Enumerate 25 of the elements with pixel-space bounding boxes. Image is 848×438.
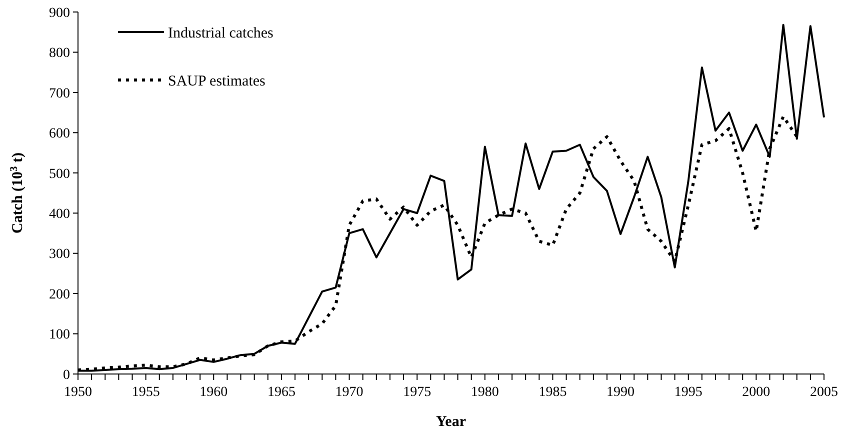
y-tick-label: 0 [63, 368, 70, 383]
x-tick-label: 1955 [132, 385, 160, 400]
legend-label: SAUP estimates [168, 73, 266, 90]
y-tick-label: 900 [49, 6, 70, 21]
y-tick-label: 600 [49, 126, 70, 142]
x-tick-label: 1980 [470, 385, 499, 400]
x-tick-label: 1950 [64, 385, 92, 400]
x-tick-label: 1960 [200, 385, 228, 400]
x-tick-label: 1965 [267, 385, 296, 400]
x-tick-label: 1970 [335, 385, 364, 400]
y-tick-label: 700 [49, 86, 70, 102]
x-tick-label: 1990 [606, 385, 635, 400]
y-tick-label: 800 [49, 46, 70, 62]
y-tick-label: 400 [49, 207, 70, 222]
x-tick-label: 1985 [538, 385, 567, 400]
x-tick-label: 2005 [810, 385, 838, 400]
legend-label: Industrial catches [168, 25, 274, 42]
y-tick-label: 200 [49, 287, 70, 302]
x-tick-label: 1995 [674, 385, 702, 400]
y-tick-label: 100 [49, 328, 70, 343]
y-tick-label: 500 [49, 166, 70, 182]
x-tick-label: 2000 [742, 385, 770, 400]
x-axis-title: Year [436, 414, 466, 430]
x-tick-label: 1975 [403, 385, 432, 400]
y-tick-label: 300 [49, 247, 70, 262]
